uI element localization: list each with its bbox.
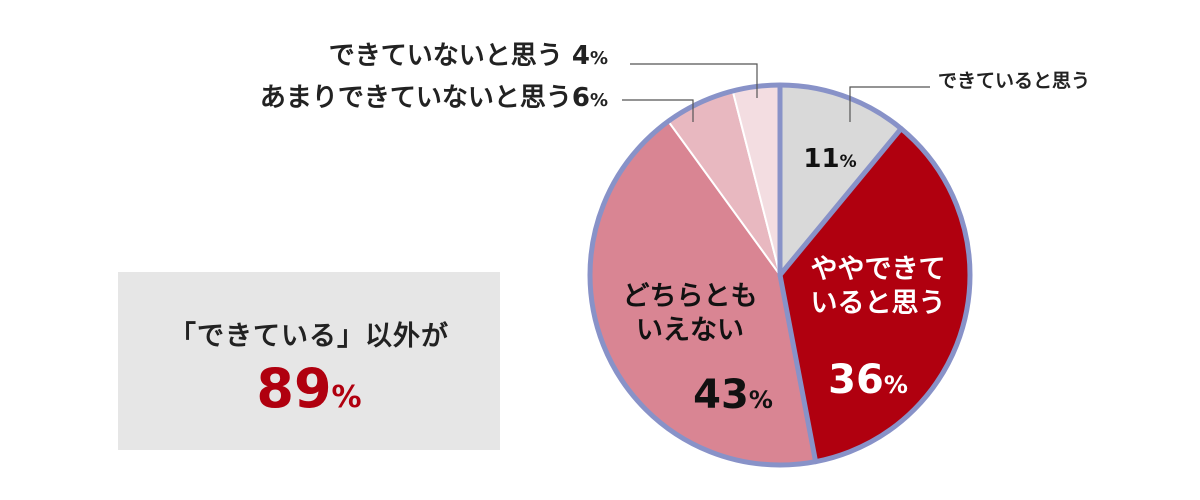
- value-label-dekiteinai: できていないと思う 4%: [329, 41, 608, 71]
- value-label-dekiteiru: 11%: [803, 144, 856, 174]
- slice-label-dekiteinai: できていないと思う: [329, 41, 572, 71]
- value-unit-amari: %: [590, 90, 608, 111]
- slice-label-yaya-line-0: ややできて: [811, 254, 946, 285]
- value-unit-dochira: %: [749, 386, 773, 414]
- value-number-yaya: 36: [828, 357, 884, 403]
- value-number-amari: 6: [572, 83, 590, 113]
- leader-line-dekiteinai: [630, 63, 758, 98]
- slice-outline-yaya-0: [777, 126, 904, 278]
- value-label-yaya: 36%: [828, 357, 908, 403]
- value-number-dekiteinai: 4: [572, 41, 590, 71]
- slice-label-amari: あまりできていないと思う: [260, 83, 572, 113]
- value-number-dochira: 43: [693, 372, 749, 418]
- summary-value-unit: %: [331, 380, 362, 415]
- summary-label: 「できている」以外が: [169, 321, 449, 352]
- leader-line-amari: [622, 99, 694, 122]
- value-label-amari: あまりできていないと思う6%: [260, 83, 608, 113]
- summary-value: 89%: [118, 362, 500, 416]
- leader-line-dekiteiru: [849, 86, 930, 122]
- value-unit-dekiteinai: %: [590, 48, 608, 69]
- value-unit-yaya: %: [884, 371, 908, 399]
- summary-value-number: 89: [256, 357, 332, 420]
- slice-label-dochira-line-0: どちらとも: [623, 281, 758, 312]
- slice-label-dekiteiru: できていると思う: [938, 70, 1090, 92]
- slice-outline-yaya-1: [777, 272, 819, 465]
- value-number-dekiteiru: 11: [803, 144, 839, 174]
- slice-label-dochira-line-1: いえない: [636, 315, 744, 346]
- summary-box: 「できている」以外が 89%: [118, 272, 500, 450]
- value-unit-dekiteiru: %: [840, 152, 857, 172]
- value-label-dochira: 43%: [693, 372, 773, 418]
- slice-label-yaya-line-1: いると思う: [811, 288, 946, 319]
